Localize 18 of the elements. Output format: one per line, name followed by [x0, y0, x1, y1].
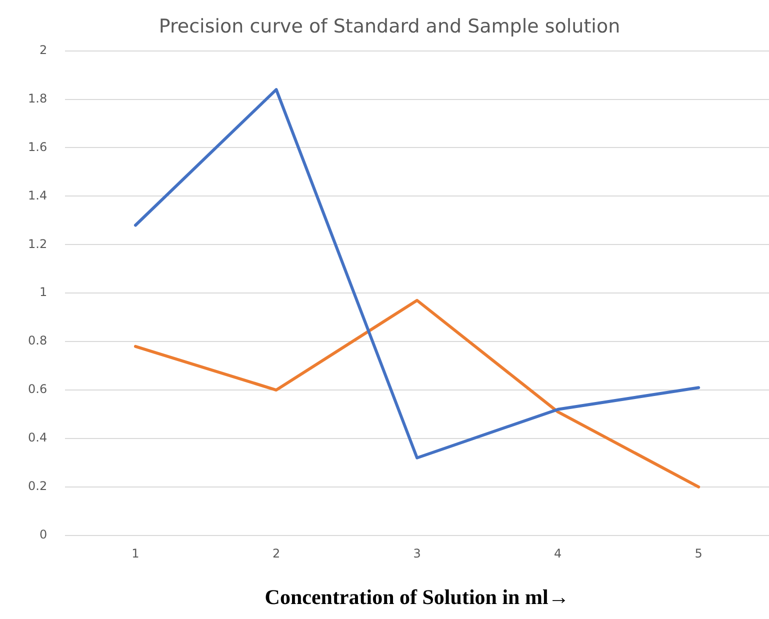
y-tick-label: 0.4: [28, 430, 48, 445]
y-tick-label: 1.6: [28, 140, 48, 154]
y-tick-label: 2: [39, 42, 48, 57]
x-tick-label: 1: [132, 546, 140, 561]
chart-title: Precision curve of Standard and Sample solution: [158, 15, 620, 38]
y-tick-label: 0.8: [28, 334, 48, 348]
x-tick-label: 4: [554, 546, 562, 561]
x-tick-label: 2: [272, 546, 280, 561]
y-tick-label: 0.6: [28, 382, 48, 396]
x-axis-title: Concentration of Solution in ml→: [264, 584, 570, 609]
y-tick-label: 1.8: [28, 91, 48, 106]
y-tick-label: 0.2: [28, 479, 48, 494]
y-tick-label: 1.4: [28, 188, 48, 202]
y-tick-label: 0: [39, 528, 48, 542]
x-tick-label: 3: [413, 546, 421, 561]
x-tick-label: 5: [694, 546, 702, 561]
y-tick-label: 1.2: [28, 236, 48, 251]
y-tick-label: 1: [39, 285, 48, 300]
